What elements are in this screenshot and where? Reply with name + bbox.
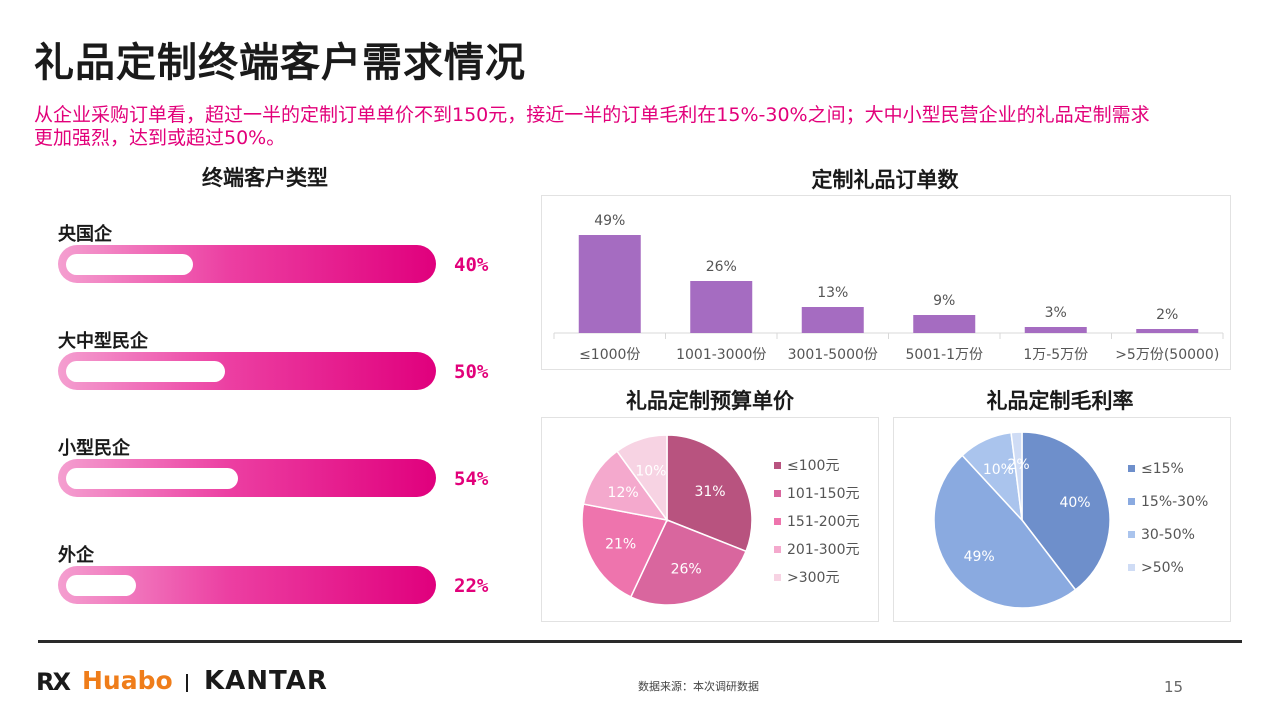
- margin-legend-label: 15%-30%: [1141, 494, 1208, 510]
- budget-data-label: 12%: [608, 485, 639, 501]
- order-count-tick-label: ≤1000份: [579, 347, 640, 363]
- budget-panel: 31% 26% 21% 12% 10% ≤100元 101-150元 151-200元 201-…: [541, 417, 879, 622]
- customer-type-label: 大中型民企: [58, 331, 148, 352]
- order-count-data-label: 26%: [706, 259, 737, 275]
- budget-legend-swatch: [774, 490, 781, 497]
- customer-type-bar: [58, 459, 436, 497]
- margin-legend-swatch: [1128, 465, 1135, 472]
- huabo-logo: Huabo: [82, 666, 173, 695]
- order-count-bar: [913, 315, 976, 333]
- customer-type-bar-fill: [66, 361, 225, 382]
- budget-legend-label: >300元: [787, 570, 839, 586]
- budget-legend-swatch: [774, 518, 781, 525]
- rx-logo: RX: [36, 668, 71, 696]
- customer-type-label: 小型民企: [58, 438, 130, 459]
- customer-type-bar: [58, 352, 436, 390]
- order-count-bar: [801, 307, 864, 333]
- order-count-tick-label: 1万-5万份: [1023, 347, 1088, 363]
- margin-panel: 40% 49% 10% 2% ≤15% 15%-30% 30-50% >50%: [893, 417, 1231, 622]
- order-count-bar: [578, 235, 641, 333]
- budget-slice: [629, 519, 748, 606]
- order-count-tick-label: 5001-1万份: [905, 347, 983, 363]
- page-title: 礼品定制终端客户需求情况: [34, 40, 526, 86]
- margin-data-label: 40%: [1059, 495, 1090, 511]
- order-count-bar: [1024, 327, 1087, 333]
- margin-legend-label: 30-50%: [1141, 527, 1195, 543]
- budget-legend-label: 151-200元: [787, 514, 860, 530]
- margin-legend-label: >50%: [1141, 560, 1184, 576]
- order-count-panel: 49% ≤1000份 26% 1001-3000份 13% 3001-5000份 9% 500…: [541, 195, 1231, 370]
- budget-legend-swatch: [774, 462, 781, 469]
- order-count-title: 定制礼品订单数: [811, 168, 959, 192]
- data-source: 数据来源：本次调研数据: [638, 680, 759, 693]
- budget-slice: [581, 503, 669, 598]
- customer-type-bar: [58, 566, 436, 604]
- margin-legend-swatch: [1128, 564, 1135, 571]
- logo-separator: [186, 674, 188, 692]
- budget-legend-label: 101-150元: [787, 486, 860, 502]
- budget-legend-swatch: [774, 574, 781, 581]
- budget-slice: [615, 434, 668, 523]
- customer-type-label: 外企: [58, 545, 94, 566]
- order-count-bar: [1136, 329, 1199, 333]
- budget-legend-label: 201-300元: [787, 542, 860, 558]
- margin-data-label: 2%: [1007, 457, 1029, 473]
- order-count-data-label: 2%: [1156, 307, 1178, 323]
- order-count-tick-label: 3001-5000份: [788, 347, 878, 363]
- budget-pie-chart: 31% 26% 21% 12% 10% ≤100元 101-150元 151-200元 201-…: [581, 434, 860, 606]
- margin-legend-swatch: [1128, 498, 1135, 505]
- customer-type-bar-fill: [66, 254, 193, 275]
- margin-pie-chart: 40% 49% 10%2% ≤15% 15%-30% 30-50% >50%: [933, 431, 1208, 609]
- margin-legend-swatch: [1128, 531, 1135, 538]
- budget-data-label: 31%: [694, 484, 725, 500]
- page-subtitle: 从企业采购订单看，超过一半的定制订单单价不到150元，接近一半的订单毛利在15%…: [34, 104, 1150, 149]
- margin-data-label: 49%: [964, 549, 995, 565]
- margin-slice: [1010, 431, 1023, 521]
- budget-data-label: 10%: [635, 464, 666, 480]
- customer-type-bar-fill: [66, 468, 238, 489]
- order-count-tick-label: >5万份(50000): [1115, 347, 1219, 363]
- customer-type-value-label: 22%: [454, 575, 489, 597]
- customer-type-value-label: 54%: [454, 468, 489, 490]
- page-number: 15: [1164, 678, 1184, 696]
- order-count-data-label: 49%: [594, 213, 625, 229]
- budget-slice: [666, 434, 753, 553]
- kantar-logo: KANTAR: [204, 666, 328, 696]
- customer-type-title: 终端客户类型: [202, 166, 328, 190]
- order-count-bar: [690, 281, 753, 333]
- customer-type-bar: [58, 245, 436, 283]
- margin-data-label: 10%: [983, 462, 1014, 478]
- order-count-tick-label: 1001-3000份: [676, 347, 766, 363]
- customer-type-label: 央国企: [58, 224, 112, 245]
- margin-slice: [933, 454, 1077, 609]
- budget-legend-label: ≤100元: [787, 458, 839, 474]
- budget-data-label: 26%: [671, 561, 702, 577]
- order-count-data-label: 9%: [933, 293, 955, 309]
- order-count-chart: 49% ≤1000份 26% 1001-3000份 13% 3001-5000份 9% 500…: [553, 213, 1224, 363]
- budget-title: 礼品定制预算单价: [626, 389, 794, 413]
- order-count-data-label: 3%: [1045, 305, 1067, 321]
- margin-legend-label: ≤15%: [1141, 461, 1184, 477]
- customer-type-value-label: 40%: [454, 254, 489, 276]
- budget-slice: [582, 450, 669, 522]
- budget-legend-swatch: [774, 546, 781, 553]
- order-count-data-label: 13%: [817, 285, 848, 301]
- budget-data-label: 21%: [605, 537, 636, 553]
- customer-type-bar-fill: [66, 575, 136, 596]
- customer-type-value-label: 50%: [454, 361, 489, 383]
- margin-title: 礼品定制毛利率: [986, 389, 1134, 413]
- margin-slice: [1021, 431, 1111, 591]
- footer-divider: [38, 640, 1242, 643]
